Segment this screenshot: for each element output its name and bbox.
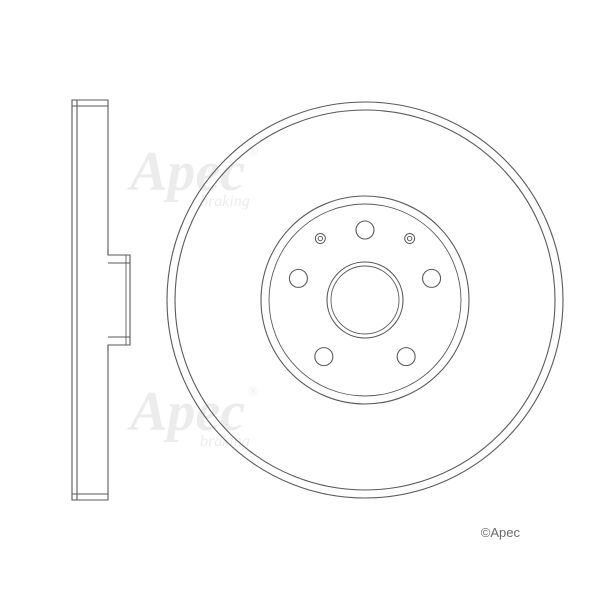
bolt-hole bbox=[397, 348, 415, 366]
side-outline bbox=[72, 100, 130, 500]
watermark: Apec®braking bbox=[127, 381, 259, 450]
bolt-hole bbox=[289, 269, 307, 287]
svg-text:®: ® bbox=[248, 145, 259, 160]
locator-hole bbox=[405, 234, 415, 244]
svg-text:®: ® bbox=[248, 385, 259, 400]
copyright-text: ©Apec bbox=[481, 525, 520, 540]
technical-drawing: Apec®brakingApec®braking bbox=[0, 0, 600, 600]
bolt-hole bbox=[315, 348, 333, 366]
watermark: Apec®braking bbox=[127, 141, 259, 210]
svg-text:braking: braking bbox=[200, 193, 250, 210]
bolt-hole bbox=[356, 221, 374, 239]
svg-text:braking: braking bbox=[200, 433, 250, 450]
bolt-hole bbox=[423, 269, 441, 287]
locator-hole bbox=[315, 234, 325, 244]
